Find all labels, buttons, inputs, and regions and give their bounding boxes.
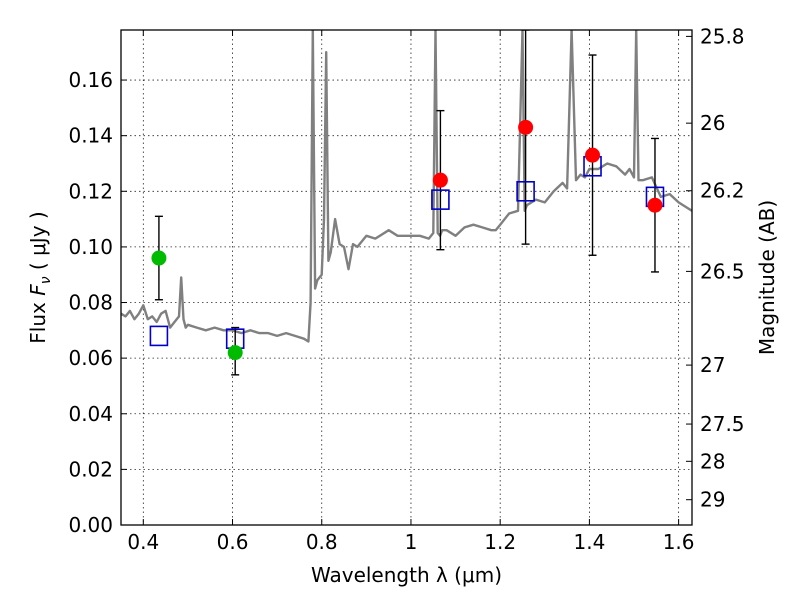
plot-frame [120,29,693,526]
right-tick-label: 27.5 [700,412,745,436]
x-tick-label: 1.4 [573,530,605,554]
y-tick-label: 0.00 [68,513,113,537]
model-flux-square [516,180,535,202]
y-tick-label: 0.16 [68,68,113,92]
right-tick-label: 26.5 [700,259,745,283]
right-axis-label: Magnitude (AB) [755,200,779,355]
green-flux-point [151,250,167,266]
y-tick-label: 0.12 [68,179,113,203]
x-tick-label: 1.6 [663,530,695,554]
y-tick-label: 0.04 [68,402,113,426]
y-tick-label: 0.02 [68,457,113,481]
photometry-points [149,119,665,361]
x-tick-label: 1 [405,530,418,554]
right-tick-label: 29 [700,488,725,512]
x-tick-label: 0.6 [217,530,249,554]
grid [121,30,692,526]
red-flux-point [647,197,663,213]
right-tick-label: 26 [700,111,725,135]
right-tick-label: 28 [700,449,725,473]
model-flux-square [149,325,169,347]
right-tick-label: 27 [700,353,725,377]
red-flux-point [585,147,601,163]
y-tick-label: 0.10 [68,235,113,259]
x-axis-label: Wavelength λ (μm) [311,563,502,587]
y-tick-label: 0.14 [68,124,113,148]
x-tick-label: 0.4 [127,530,159,554]
y-axis-label: Flux Fν ( μJy ) [26,211,54,343]
right-tick-label: 25.8 [700,24,745,48]
y-tick-label: 0.06 [68,346,113,370]
right-tick-label: 26.2 [700,179,745,203]
model-spectrum-line [121,30,692,343]
green-flux-point [227,345,243,361]
error-bars [154,30,659,376]
model-spectrum [121,30,692,343]
model-flux-square [431,189,450,210]
x-tick-label: 0.8 [306,530,338,554]
y-tick-label: 0.08 [68,291,113,315]
axis-ticks: 0.4 0.6 0.8 1 1.2 1.4 1.6 0.00 0.02 0.04 0.06 0.08 0… [68,24,744,554]
x-tick-label: 1.2 [484,530,516,554]
red-flux-point [518,119,534,135]
red-flux-point [432,172,448,188]
